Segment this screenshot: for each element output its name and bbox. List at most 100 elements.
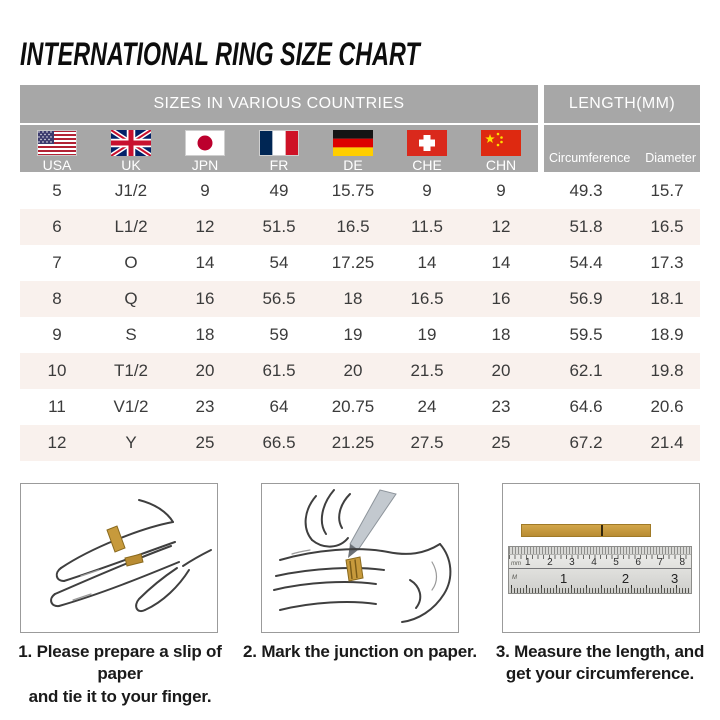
table-cell: 18: [195, 325, 215, 344]
table-cell: 12: [47, 433, 67, 452]
table-cell: 56.5: [262, 289, 296, 308]
length-column-group: LENGTH(MM) Circumference Diameter: [544, 85, 700, 172]
ruler-number: 8: [679, 557, 685, 568]
table-cell: O: [124, 253, 138, 272]
germany-flag-icon: [333, 130, 373, 156]
table-cell: 10: [47, 361, 67, 380]
ruler-number: 1: [559, 571, 568, 586]
china-flag-icon: [481, 130, 521, 156]
table-cell: 59.5: [569, 325, 603, 344]
ruler-divider: [509, 568, 691, 569]
table-cell: 23: [195, 397, 215, 416]
length-group-header: LENGTH(MM): [544, 85, 700, 125]
table-cell: 49.3: [569, 181, 603, 200]
table-cell: 24: [417, 397, 437, 416]
table-row: 9 S 18 59 19 19 18 59.5 18.9: [20, 317, 700, 353]
ruler-mm-scale: mm 1 2 3 4 5 6 7 8: [509, 555, 691, 568]
table-cell: 61.5: [262, 361, 296, 380]
paper-strip-illustration: [521, 524, 651, 537]
table-cell: 7: [52, 253, 62, 272]
table-cell: 18: [343, 289, 363, 308]
country-label: UK: [121, 157, 141, 173]
table-cell: Y: [125, 433, 137, 452]
ruler-number: 2: [547, 557, 553, 568]
table-cell: 11.5: [411, 217, 443, 236]
ruler-fine-ticks: [511, 585, 689, 593]
table-cell: 54: [269, 253, 289, 272]
table-cell: 14: [491, 253, 511, 272]
table-cell: 15.7: [650, 181, 684, 200]
caption-line: get your circumference.: [505, 664, 695, 684]
table-cell: 25: [491, 433, 511, 452]
usa-flag-icon: [37, 130, 77, 156]
marking-junction-illustration: [273, 489, 452, 623]
instruction-steps: mm 1 2 3 4 5 6 7 8 M 1 2 3: [20, 483, 700, 633]
table-cell: 49: [269, 181, 289, 200]
table-cell: 54.4: [569, 253, 603, 272]
country-label: JPN: [191, 157, 219, 173]
table-cell: L1/2: [114, 217, 148, 236]
uk-flag-icon: [111, 130, 151, 156]
table-cell: 21.5: [410, 361, 444, 380]
country-flags-row: USA UK: [20, 125, 538, 172]
table-cell: 17.3: [650, 253, 684, 272]
table-header: SIZES IN VARIOUS COUNTRIES: [20, 85, 700, 172]
column-header-diameter: Diameter: [645, 151, 696, 165]
ruler-number: 7: [657, 557, 663, 568]
table-cell: 9: [52, 325, 62, 344]
column-header-de: DE: [316, 125, 390, 172]
column-header-jpn: JPN: [168, 125, 242, 172]
country-label: USA: [42, 157, 72, 173]
table-cell: 14: [195, 253, 215, 272]
caption-line: and tie it to your finger.: [28, 686, 212, 706]
table-row: 11 V1/2 23 64 20.75 24 23 64.6 20.6: [20, 389, 700, 425]
table-cell: Q: [124, 289, 138, 308]
switzerland-flag-icon: [407, 130, 447, 156]
table-cell: 16: [491, 289, 511, 308]
table-cell: 19.8: [650, 361, 684, 380]
table-cell: 20: [491, 361, 511, 380]
table-cell: 19: [343, 325, 363, 344]
size-table-body: 5 J1/2 9 49 15.75 9 9 49.3 15.7 6 L1/2 12 51.5 16.5 11…: [20, 173, 700, 461]
table-cell: 62.1: [569, 361, 603, 380]
table-cell: 21.25: [331, 433, 375, 452]
step-1-box: [20, 483, 218, 633]
column-header-chn: CHN: [464, 125, 538, 172]
ruler-number: 5: [613, 557, 619, 568]
column-header-fr: FR: [242, 125, 316, 172]
table-cell: J1/2: [114, 181, 148, 200]
japan-flag-icon: [185, 130, 225, 156]
table-cell: S: [125, 325, 137, 344]
table-cell: 18.1: [650, 289, 684, 308]
table-cell: 16.5: [410, 289, 444, 308]
ruler-serrated-edge: [509, 547, 691, 555]
table-cell: 19: [417, 325, 437, 344]
junction-mark: [601, 525, 604, 536]
table-cell: 66.5: [262, 433, 296, 452]
table-cell: 18.9: [650, 325, 684, 344]
ruler-inch-scale: M 1 2 3: [509, 569, 691, 594]
table-row: 8 Q 16 56.5 18 16.5 16 56.9 18.1: [20, 281, 700, 317]
ruler-number: 3: [569, 557, 575, 568]
sizes-column-group: SIZES IN VARIOUS COUNTRIES: [20, 85, 538, 172]
ring-size-table: 5 J1/2 9 49 15.75 9 9 49.3 15.7 6 L1/2 12 51.5 16.5 11…: [20, 173, 700, 461]
step-3-box: mm 1 2 3 4 5 6 7 8 M 1 2 3: [502, 483, 700, 633]
ruler-illustration: mm 1 2 3 4 5 6 7 8 M 1 2 3: [508, 546, 692, 594]
ruler-number: 2: [621, 571, 630, 586]
table-cell: 9: [422, 181, 432, 200]
table-row: 5 J1/2 9 49 15.75 9 9 49.3 15.7: [20, 173, 700, 209]
table-cell: 17.25: [331, 253, 375, 272]
table-cell: 20: [343, 361, 363, 380]
table-cell: 8: [52, 289, 62, 308]
instruction-captions: 1. Please prepare a slip of paper and ti…: [0, 641, 720, 708]
table-cell: T1/2: [113, 361, 149, 380]
table-cell: 64: [269, 397, 289, 416]
sizes-group-header: SIZES IN VARIOUS COUNTRIES: [20, 85, 538, 125]
table-cell: 14: [417, 253, 437, 272]
table-cell: 59: [269, 325, 289, 344]
table-cell: 9: [200, 181, 210, 200]
table-cell: 23: [491, 397, 511, 416]
table-cell: 6: [52, 217, 62, 236]
table-cell: 11: [48, 397, 66, 416]
